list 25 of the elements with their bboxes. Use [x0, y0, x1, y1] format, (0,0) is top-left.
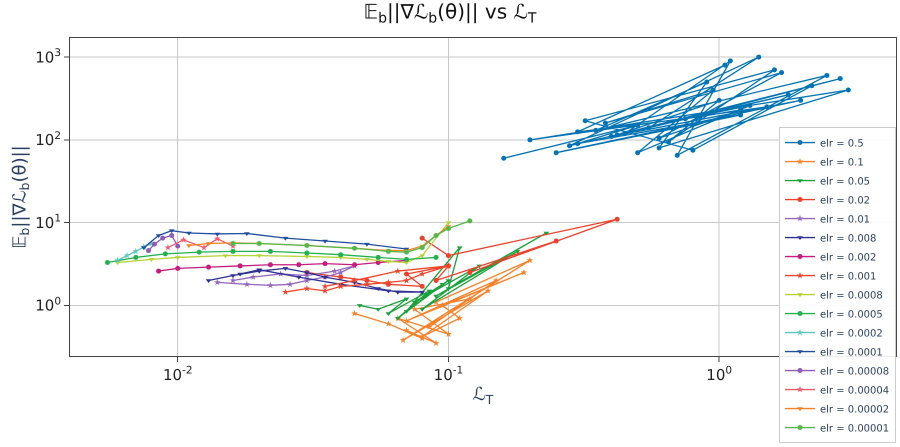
legend-label: elr = 0.01: [820, 214, 870, 226]
legend-label: elr = 0.00002: [820, 404, 890, 416]
legend-label: elr = 0.5: [820, 138, 864, 150]
legend-label: elr = 0.00008: [820, 366, 890, 378]
legend-label: elr = 0.05: [820, 176, 870, 188]
x-tick-label: 10$^{-1}$: [434, 364, 464, 384]
legend-label: elr = 0.001: [820, 271, 876, 282]
x-axis-title: ℒ$_{T}$: [472, 384, 494, 407]
y-tick-label: 10$^{0}$: [35, 295, 61, 315]
legend-label: elr = 0.0005: [820, 309, 883, 320]
legend-label: elr = 0.0008: [820, 290, 883, 302]
legend-label: elr = 0.00001: [820, 423, 890, 434]
legend-label: elr = 0.02: [820, 195, 870, 206]
x-tick-label: 10$^{0}$: [706, 364, 732, 384]
legend-label: elr = 0.008: [820, 233, 876, 244]
legend-label: elr = 0.0002: [820, 328, 883, 340]
legend-label: elr = 0.1: [820, 157, 864, 168]
x-tick-label: 10$^{-2}$: [162, 364, 193, 384]
legend-label: elr = 0.002: [820, 252, 876, 264]
y-tick-label: 10$^{3}$: [35, 47, 61, 66]
y-tick-label: 10$^{2}$: [35, 130, 61, 150]
legend-label: elr = 0.00004: [820, 385, 890, 396]
y-tick-label: 10$^{1}$: [35, 212, 61, 232]
chart-title: 𝔼$_{b}$||∇ℒ$_{b}$(θ)|| vs ℒ$_{T}$: [364, 0, 537, 27]
legend-label: elr = 0.0001: [820, 347, 883, 358]
